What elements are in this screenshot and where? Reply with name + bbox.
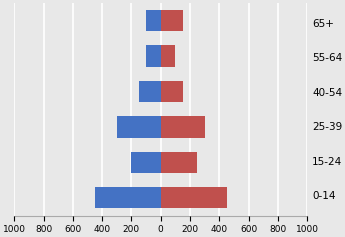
Bar: [146, 45, 161, 67]
Bar: [161, 45, 175, 67]
Bar: [139, 81, 161, 102]
Bar: [161, 116, 205, 137]
Bar: [131, 152, 161, 173]
Bar: [161, 152, 197, 173]
Bar: [146, 10, 161, 31]
Bar: [95, 187, 161, 208]
Bar: [161, 187, 227, 208]
Bar: [161, 10, 183, 31]
Bar: [117, 116, 161, 137]
Bar: [161, 81, 183, 102]
